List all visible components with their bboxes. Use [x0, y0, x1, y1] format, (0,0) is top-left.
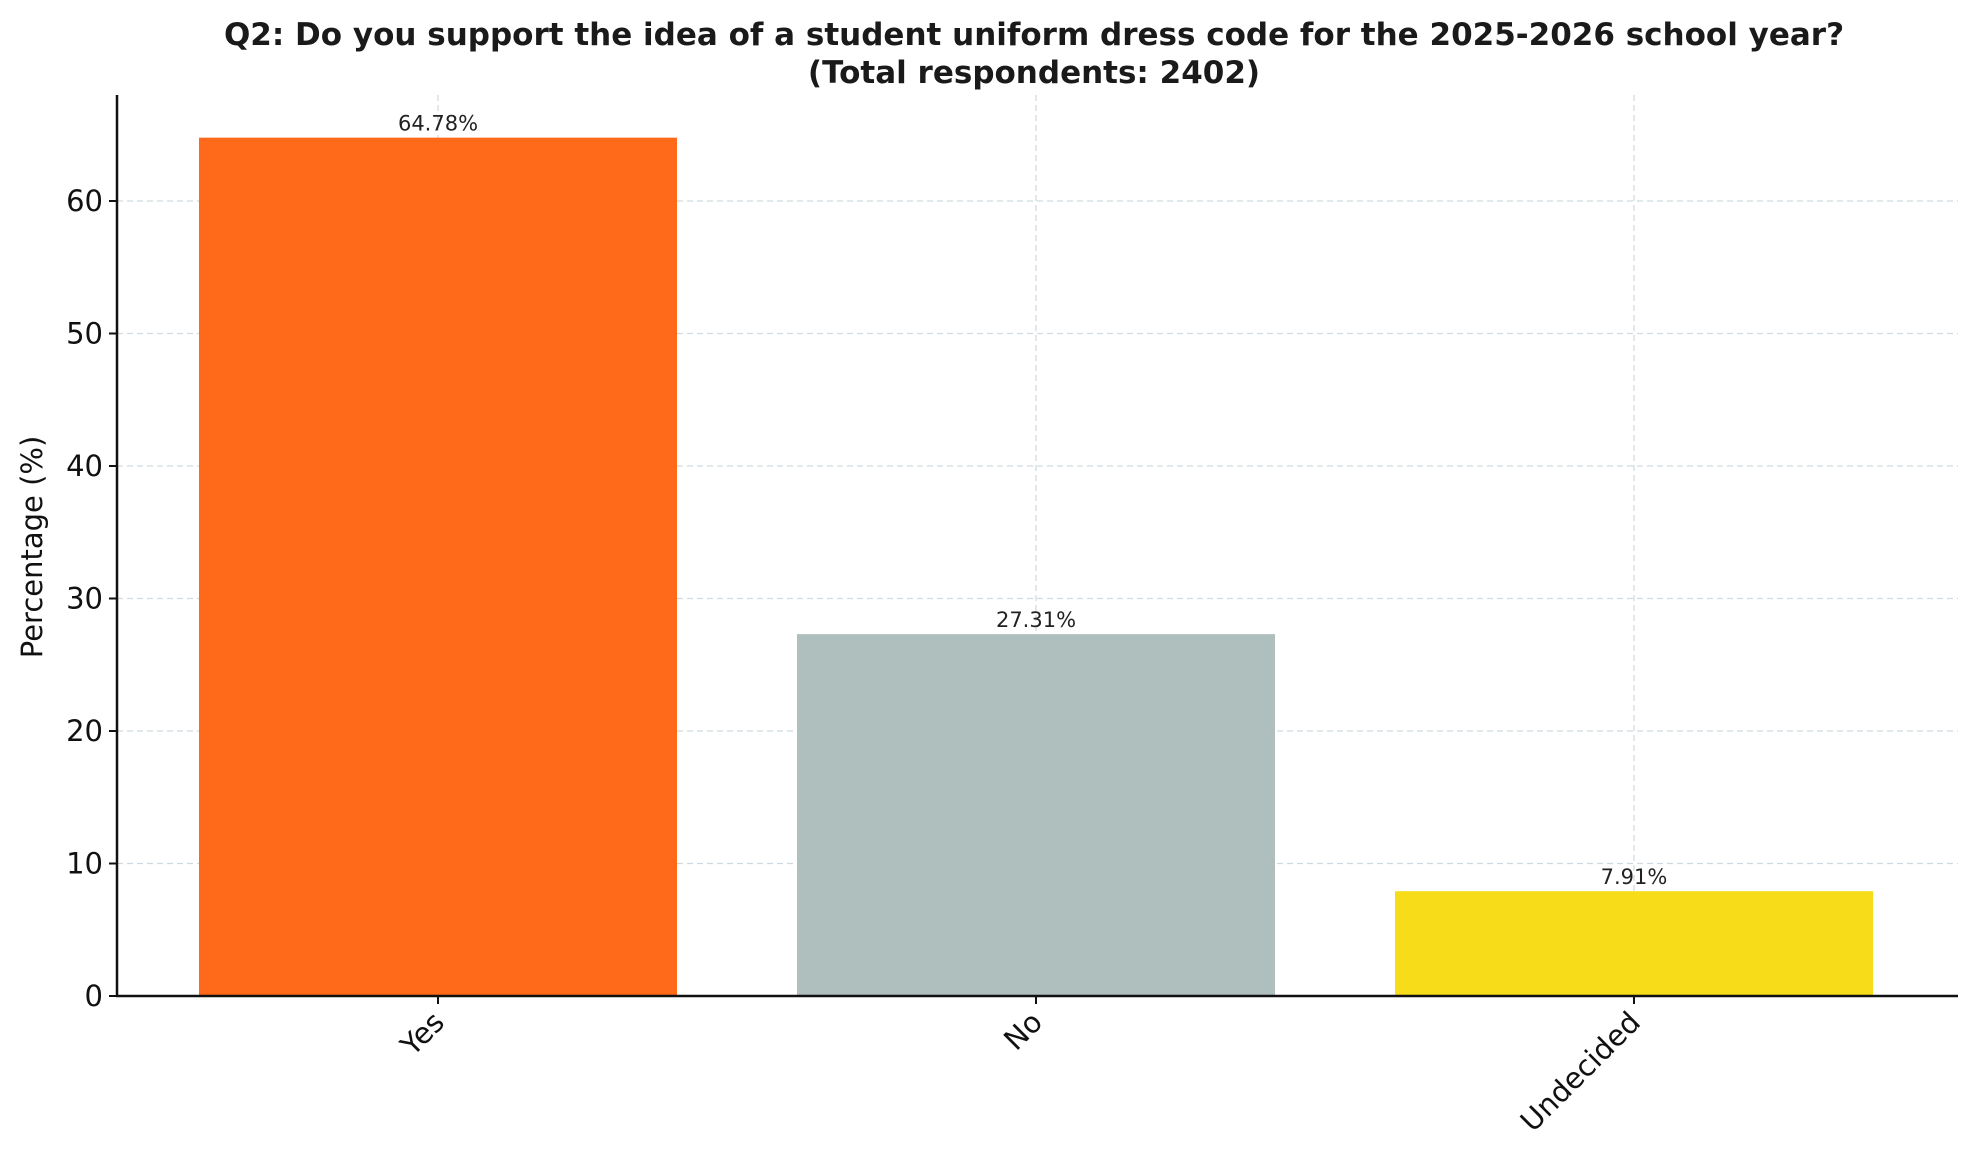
axes-layer	[109, 95, 1958, 1004]
y-tick-label: 10	[66, 847, 103, 881]
y-axis-label: Percentage (%)	[15, 436, 49, 659]
bar-yes	[199, 137, 677, 997]
chart-subtitle: (Total respondents: 2402)	[808, 55, 1260, 91]
x-tick-label-yes: Yes	[393, 1005, 451, 1063]
bar-undecided	[1395, 891, 1873, 996]
bars-layer	[199, 137, 1873, 997]
chart-title: Q2: Do you support the idea of a student…	[224, 17, 1844, 53]
y-tick-label: 20	[66, 714, 103, 748]
y-tick-label: 40	[66, 449, 103, 483]
data-label-no: 27.31%	[996, 608, 1076, 632]
y-tick-label: 0	[85, 979, 103, 1013]
y-tick-label: 60	[66, 184, 103, 218]
data-label-undecided: 7.91%	[1601, 865, 1668, 889]
y-tick-label: 50	[66, 317, 103, 351]
data-label-yes: 64.78%	[398, 112, 478, 136]
bar-no	[797, 634, 1275, 996]
x-tick-label-undecided: Undecided	[1514, 1005, 1647, 1138]
y-tick-label: 30	[66, 582, 103, 616]
x-tick-label-no: No	[997, 1005, 1049, 1057]
